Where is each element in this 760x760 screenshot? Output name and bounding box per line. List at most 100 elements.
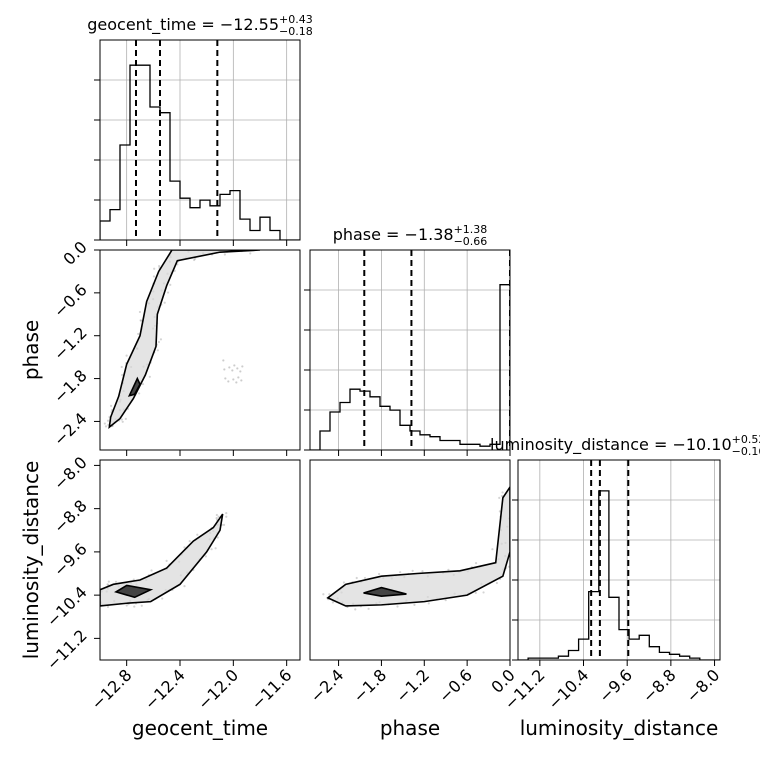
contour-inner — [363, 586, 407, 598]
title-minus: −0.18 — [279, 25, 313, 38]
scatter-point — [121, 373, 124, 377]
scatter-point — [328, 593, 331, 596]
xtick-label-phase: −0.6 — [435, 665, 476, 706]
scatter-point — [411, 569, 414, 572]
scatter-point — [96, 599, 98, 601]
xtick-label-phase: −1.8 — [349, 665, 390, 706]
scatter-point — [512, 493, 514, 495]
scatter-point — [363, 576, 367, 580]
xtick-label-phase: −1.2 — [392, 665, 433, 706]
scatter-point — [249, 252, 252, 255]
scatter-point — [133, 605, 136, 608]
histogram-phase — [310, 284, 510, 450]
title-minus: −0.16 — [732, 445, 760, 458]
panel-luminosity_distance-luminosity_distance — [512, 459, 721, 666]
scatter-point — [427, 602, 430, 605]
scatter-point — [138, 310, 142, 314]
scatter-point — [222, 523, 226, 526]
ytick-label-luminosity_distance: −8.0 — [50, 453, 91, 494]
scatter-point — [236, 367, 239, 370]
scatter-point — [216, 536, 219, 539]
panel-phase-phase — [304, 249, 511, 456]
contour-inner — [114, 584, 154, 599]
scatter-point — [188, 539, 191, 543]
title-plus: +0.52 — [732, 433, 760, 446]
scatter-point — [121, 420, 124, 423]
panel-frame — [517, 459, 721, 661]
scatter-point — [225, 512, 228, 515]
xaxis-label-geocent_time: geocent_time — [132, 716, 268, 740]
scatter-point — [217, 515, 220, 518]
panel-content — [322, 485, 515, 611]
scatter-point — [157, 340, 161, 344]
scatter-point — [482, 591, 485, 594]
scatter-point — [413, 603, 416, 606]
scatter-point — [224, 377, 227, 380]
scatter-point — [500, 494, 504, 498]
scatter-point — [106, 605, 110, 608]
panels-layer — [94, 39, 721, 666]
ytick-label-luminosity_distance: −10.4 — [43, 583, 91, 631]
xtick-label-luminosity_distance: −8.8 — [639, 665, 680, 706]
scatter-point — [125, 354, 128, 357]
panel-frame — [309, 459, 511, 661]
scatter-point — [103, 422, 106, 425]
scatter-point — [163, 301, 166, 304]
title-prefix: geocent_time = — [87, 15, 220, 35]
scatter-point — [106, 419, 110, 422]
scatter-point — [196, 533, 199, 536]
contour-outer — [108, 250, 261, 430]
scatter-point — [513, 550, 515, 552]
scatter-point — [152, 275, 156, 278]
scatter-point — [232, 378, 235, 381]
scatter-point — [223, 253, 226, 256]
scatter-point — [173, 269, 176, 272]
scatter-point — [331, 601, 335, 604]
scatter-point — [491, 548, 494, 551]
title-plus: +0.43 — [279, 13, 313, 26]
yaxis-label-phase: phase — [19, 320, 43, 380]
xtick-label-luminosity_distance: −8.0 — [682, 665, 723, 706]
scatter-point — [165, 559, 168, 563]
scatter-point — [107, 580, 110, 583]
scatter-point — [239, 370, 242, 373]
xtick-label-luminosity_distance: −9.6 — [595, 665, 636, 706]
scatter-point — [109, 404, 113, 407]
ytick-label-phase: −0.6 — [50, 280, 91, 321]
scatter-point — [231, 369, 234, 372]
xtick-label-phase: −2.4 — [306, 665, 347, 706]
scatter-point — [125, 604, 128, 607]
scatter-point — [215, 513, 218, 517]
scatter-point — [150, 569, 153, 572]
scatter-point — [227, 380, 230, 383]
title-median: −12.55 — [220, 15, 279, 34]
scatter-point — [495, 581, 499, 585]
panel-frame — [99, 39, 301, 241]
scatter-point — [138, 392, 141, 395]
histogram-luminosity_distance — [518, 490, 720, 660]
scatter-point — [183, 546, 186, 549]
scatter-point — [214, 547, 217, 550]
scatter-point — [233, 364, 236, 367]
scatter-point — [139, 319, 142, 322]
scatter-point — [444, 599, 447, 602]
xtick-label-geocent_time: −12.0 — [194, 665, 242, 713]
xtick-label-luminosity_distance: −10.4 — [544, 665, 592, 713]
scatter-point — [210, 548, 213, 551]
ytick-label-luminosity_distance: −8.8 — [50, 496, 91, 537]
scatter-point — [156, 349, 159, 352]
scatter-point — [235, 381, 238, 384]
histogram-geocent_time — [100, 64, 300, 240]
scatter-point — [240, 379, 243, 382]
xaxis-label-luminosity_distance: luminosity_distance — [520, 716, 719, 740]
ytick-label-luminosity_distance: −11.2 — [43, 626, 91, 674]
panel-content — [103, 245, 264, 430]
title-plus: +1.38 — [454, 223, 488, 236]
scatter-point — [106, 583, 109, 586]
scatter-point — [161, 597, 164, 600]
panel-phase-geocent_time — [94, 245, 301, 456]
scatter-point — [194, 257, 197, 260]
scatter-point — [262, 245, 264, 247]
scatter-point — [137, 332, 140, 336]
